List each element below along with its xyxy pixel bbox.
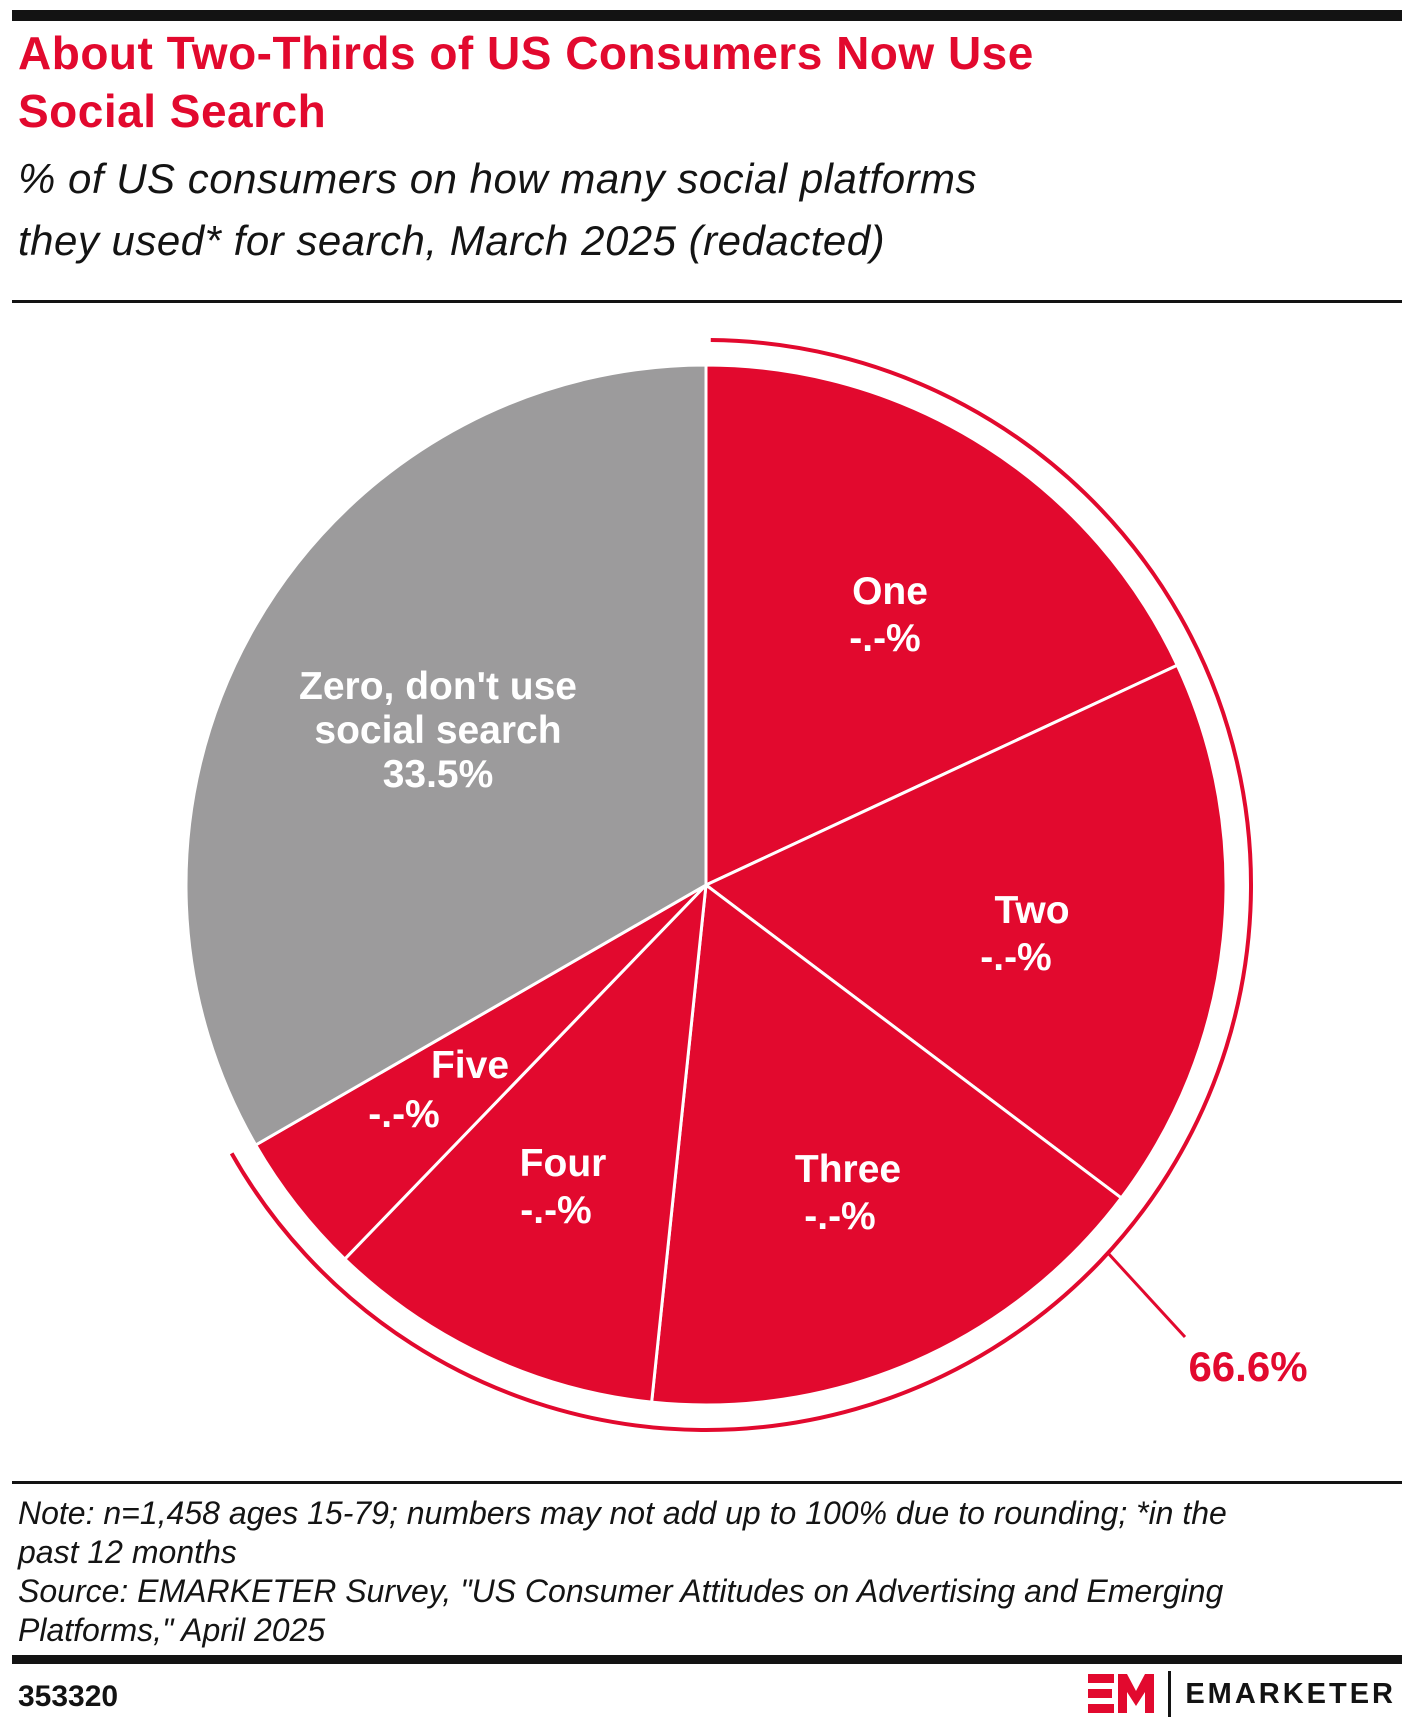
pie-slice-one-value: -.-% <box>849 617 921 660</box>
footer-rule <box>12 1655 1402 1664</box>
pie-slice-three-value: -.-% <box>804 1195 876 1238</box>
pie-slice-five-label: Five <box>430 1044 510 1087</box>
chart-subtitle-line1: % of US consumers on how many social pla… <box>18 155 978 202</box>
emarketer-logo: EMARKETER <box>1088 1670 1396 1718</box>
pie-slice-zero <box>184 363 708 1147</box>
chart-subtitle-line2: they used* for search, March 2025 (redac… <box>18 217 886 264</box>
chart-title: About Two-Thirds of US Consumers Now Use… <box>18 24 1398 140</box>
pie-slice-two <box>704 663 1228 1200</box>
chart-id: 353320 <box>18 1680 119 1713</box>
red-total-arc <box>229 338 1254 1432</box>
note-source-block: Note: n=1,458 ages 15-79; numbers may no… <box>18 1494 1398 1650</box>
pie-slice-two-label: Two <box>994 889 1070 932</box>
source-line1: Source: EMARKETER Survey, "US Consumer A… <box>18 1573 1224 1609</box>
pie-slice-four-value: -.-% <box>520 1189 592 1232</box>
red-total-callout-label: 66.6% <box>1188 1343 1308 1390</box>
logo-divider <box>1168 1671 1172 1717</box>
chart-subtitle: % of US consumers on how many social pla… <box>18 148 1398 272</box>
source-line2: Platforms," April 2025 <box>18 1612 326 1648</box>
note-divider-rule <box>12 1481 1402 1484</box>
pie-slice-four <box>343 883 708 1404</box>
pie-slice-zero-label-line2: social search <box>314 709 562 752</box>
pie-slice-three-label: Three <box>794 1148 902 1191</box>
chart-title-line1: About Two-Thirds of US Consumers Now Use <box>18 27 1034 79</box>
pie-slice-four-label: Four <box>519 1142 607 1185</box>
pie-slice-two-value: -.-% <box>980 936 1052 979</box>
pie-slice-zero-value: 33.5% <box>382 753 494 796</box>
red-total-leader-line <box>1105 1250 1187 1339</box>
header-divider-rule <box>12 300 1402 303</box>
chart-title-line2: Social Search <box>18 85 327 137</box>
note-line1: Note: n=1,458 ages 15-79; numbers may no… <box>18 1495 1227 1531</box>
pie-slice-one-label: One <box>852 570 928 613</box>
note-line2: past 12 months <box>18 1534 237 1570</box>
emarketer-wordmark: EMARKETER <box>1185 1677 1396 1710</box>
pie-slice-five-value: -.-% <box>368 1093 440 1136</box>
pie-slice-zero-label-line1: Zero, don't use <box>299 665 577 708</box>
pie-slice-three <box>650 883 1123 1407</box>
emarketer-em-mark-icon <box>1088 1674 1155 1713</box>
pie-slice-one <box>704 363 1179 887</box>
top-rule <box>12 10 1402 21</box>
